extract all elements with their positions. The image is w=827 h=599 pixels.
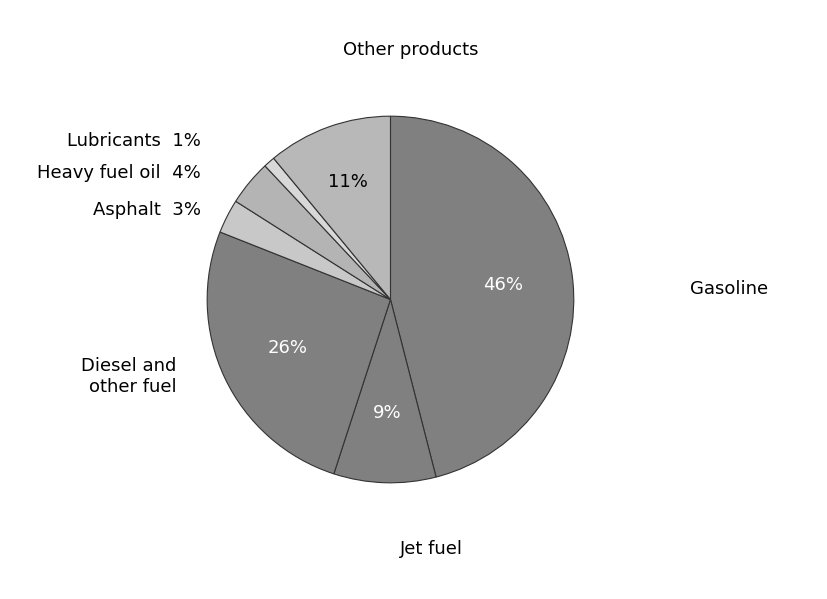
Text: Jet fuel: Jet fuel — [399, 540, 463, 558]
Text: 9%: 9% — [373, 404, 401, 422]
Wedge shape — [334, 300, 436, 483]
Text: Diesel and
other fuel: Diesel and other fuel — [81, 358, 177, 397]
Text: Gasoline: Gasoline — [690, 280, 768, 298]
Text: Heavy fuel oil  4%: Heavy fuel oil 4% — [37, 164, 201, 182]
Text: Asphalt  3%: Asphalt 3% — [93, 201, 201, 219]
Wedge shape — [390, 116, 574, 477]
Wedge shape — [220, 201, 390, 300]
Wedge shape — [236, 166, 390, 300]
Text: 26%: 26% — [268, 339, 308, 357]
Wedge shape — [208, 232, 390, 474]
Text: Lubricants  1%: Lubricants 1% — [67, 132, 201, 150]
Text: 46%: 46% — [483, 276, 523, 294]
Wedge shape — [274, 116, 390, 300]
Wedge shape — [265, 158, 390, 300]
Text: Other products: Other products — [343, 41, 479, 59]
Text: 11%: 11% — [328, 173, 368, 191]
